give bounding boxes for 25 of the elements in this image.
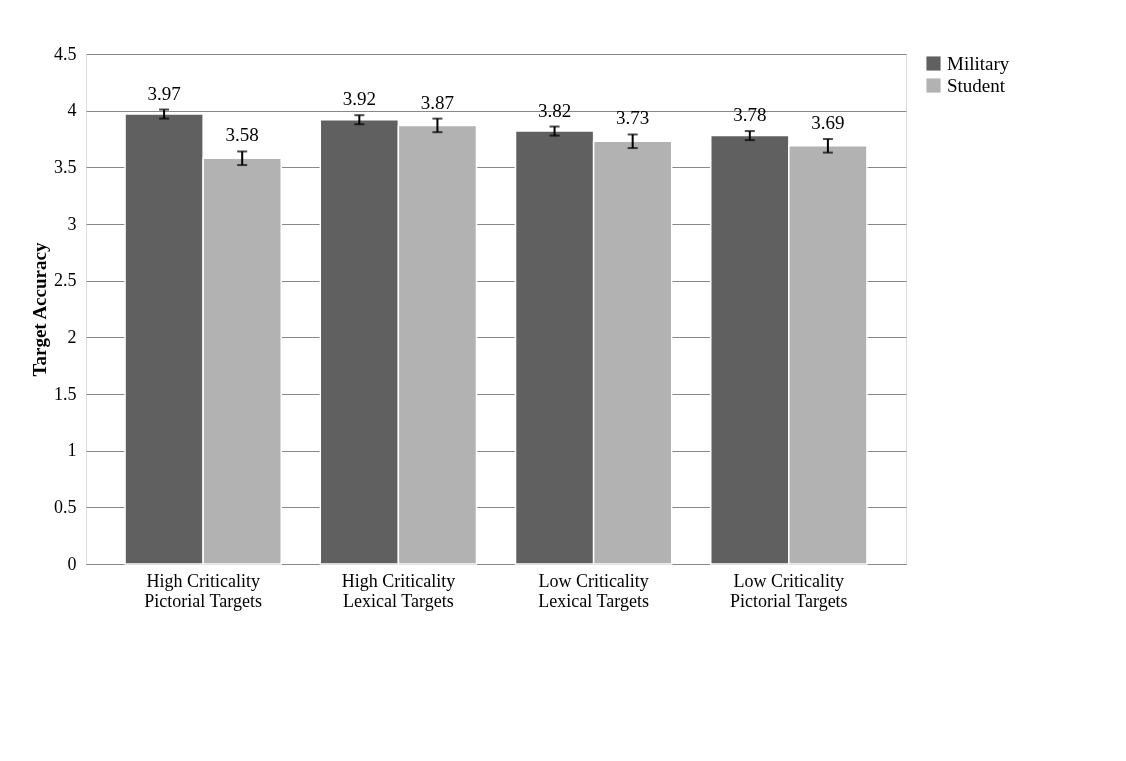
data-label: 3.73 bbox=[616, 107, 650, 129]
data-label: 3.97 bbox=[147, 82, 181, 104]
y-tick-label: 1.5 bbox=[54, 383, 77, 404]
x-tick-label: High Criticality Pictorial Targets bbox=[144, 570, 262, 611]
y-tick-label: 2.5 bbox=[54, 270, 77, 291]
x-tick-label: High Criticality Lexical Targets bbox=[341, 570, 456, 611]
data-label: 3.92 bbox=[342, 88, 376, 110]
y-tick-label: 0.5 bbox=[54, 496, 77, 517]
y-tick-label: 0 bbox=[67, 553, 77, 574]
data-label: 3.87 bbox=[420, 91, 455, 113]
data-label: 3.69 bbox=[811, 112, 845, 133]
x-tick-label: Low Criticality Lexical Targets bbox=[538, 570, 649, 611]
y-tick-label: 4 bbox=[67, 100, 77, 121]
y-axis-title: Target Accuracy bbox=[29, 242, 50, 377]
data-label: 3.58 bbox=[225, 124, 259, 146]
y-tick-label: 1 bbox=[67, 440, 77, 461]
data-label: 3.78 bbox=[733, 104, 767, 126]
y-tick-label: 3.5 bbox=[54, 156, 77, 177]
y-tick-label: 4.5 bbox=[54, 43, 77, 64]
data-label: 3.82 bbox=[537, 99, 572, 121]
legend-label: Military bbox=[947, 52, 1010, 74]
y-tick-label: 2 bbox=[67, 326, 77, 347]
y-tick-label: 3 bbox=[67, 213, 77, 234]
x-tick-label: Low Criticality Pictorial Targets bbox=[730, 570, 848, 611]
legend-label: Student bbox=[947, 74, 1006, 96]
